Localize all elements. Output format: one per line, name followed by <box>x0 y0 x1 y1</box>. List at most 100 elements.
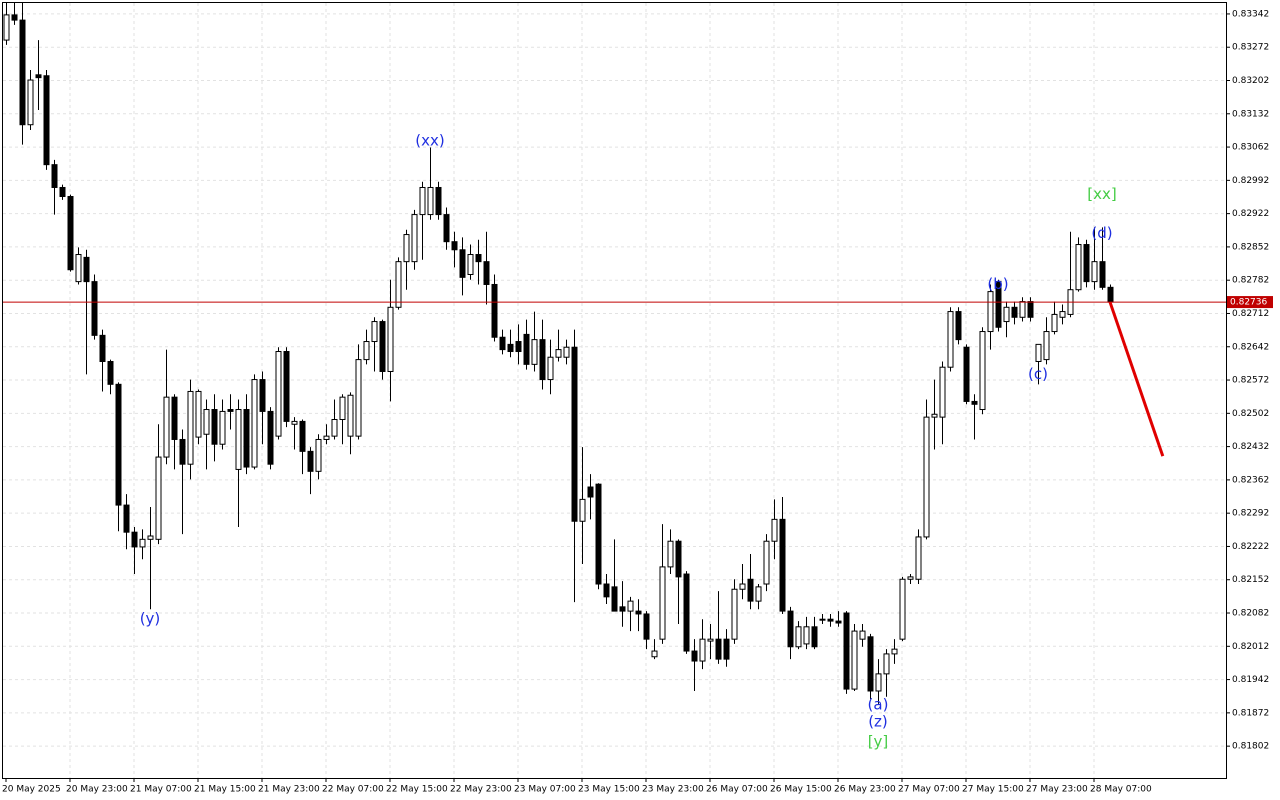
candle-body <box>147 535 154 540</box>
candle-body <box>755 586 762 602</box>
candle-body <box>1003 306 1010 323</box>
candle-body <box>427 186 434 216</box>
y-tick-label: 0.81802 <box>1232 742 1269 752</box>
candle-body <box>779 518 786 612</box>
y-tick-label: 0.82992 <box>1232 176 1269 186</box>
y-tick-label: 0.83132 <box>1232 109 1269 119</box>
candle-body <box>987 291 994 333</box>
candle-body <box>347 394 354 437</box>
y-tick-label: 0.82712 <box>1232 309 1269 319</box>
y-tick-label: 0.81872 <box>1232 708 1269 718</box>
candle-body <box>443 214 450 243</box>
candle-body <box>595 483 602 585</box>
candle-body <box>571 346 578 522</box>
candle-body <box>299 420 306 452</box>
candle-body <box>611 586 618 612</box>
candle-body <box>803 626 810 645</box>
candle-body <box>1107 286 1114 303</box>
candle-body <box>539 339 546 381</box>
wave-label: [xx] <box>1087 185 1116 203</box>
x-tick-label: 20 May 23:00 <box>66 785 128 795</box>
y-tick-label: 0.83272 <box>1232 43 1269 53</box>
y-tick-label: 0.82782 <box>1232 276 1269 286</box>
candle-body <box>619 606 626 612</box>
candle-body <box>323 435 330 440</box>
candle-body <box>467 254 474 275</box>
candle-body <box>459 249 466 278</box>
candle-body <box>867 636 874 692</box>
candle-body <box>819 618 826 621</box>
y-tick-label: 0.82222 <box>1232 542 1269 552</box>
candle-body <box>995 281 1002 328</box>
candle-body <box>723 638 730 660</box>
candle-body <box>1043 331 1050 361</box>
candle-body <box>507 343 514 353</box>
candle-body <box>371 321 378 343</box>
candle-body <box>163 396 170 458</box>
candle-body <box>11 14 18 21</box>
wave-label: (d) <box>1091 224 1112 242</box>
candle-body <box>683 573 690 652</box>
candle-body <box>939 366 946 418</box>
candle-body <box>1075 244 1082 291</box>
y-tick-label: 0.82082 <box>1232 609 1269 619</box>
x-tick-label: 26 May 07:00 <box>706 785 768 795</box>
candle-body <box>75 254 82 283</box>
candle-body <box>491 283 498 338</box>
y-tick-label: 0.83202 <box>1232 76 1269 86</box>
candle-body <box>291 420 298 425</box>
y-tick-label: 0.82012 <box>1232 642 1269 652</box>
candle-body <box>763 540 770 585</box>
candle-body <box>363 341 370 361</box>
candle-body <box>675 540 682 578</box>
candle-body <box>891 648 898 655</box>
candle-body <box>451 241 458 251</box>
candle-body <box>1035 343 1042 362</box>
wave-label: [y] <box>868 732 889 750</box>
x-tick-label: 21 May 07:00 <box>130 785 192 795</box>
candle-body <box>643 613 650 640</box>
candle-body <box>499 336 506 351</box>
candle-body <box>1051 313 1058 333</box>
candle-body <box>419 186 426 216</box>
y-tick-label: 0.81942 <box>1232 675 1269 685</box>
candle-body <box>1083 244 1090 283</box>
candle-body <box>475 254 482 263</box>
candle-body <box>3 14 10 41</box>
candle-body <box>139 538 146 548</box>
y-tick-label: 0.83342 <box>1232 9 1269 19</box>
y-tick-label: 0.82922 <box>1232 209 1269 219</box>
candle-body <box>19 19 26 126</box>
x-tick-label: 23 May 07:00 <box>514 785 576 795</box>
y-tick-label: 0.83062 <box>1232 143 1269 153</box>
candle-body <box>603 583 610 598</box>
candle-body <box>267 410 274 465</box>
x-tick-label: 21 May 15:00 <box>194 785 256 795</box>
x-tick-label: 27 May 15:00 <box>962 785 1024 795</box>
candle-body <box>651 650 658 658</box>
candle-body <box>195 390 202 438</box>
candle-body <box>667 540 674 568</box>
candle-body <box>635 610 642 615</box>
x-tick-label: 22 May 23:00 <box>450 785 512 795</box>
x-tick-label: 26 May 15:00 <box>770 785 832 795</box>
candle-body <box>1011 306 1018 318</box>
candle-body <box>859 630 866 640</box>
candle-body <box>1099 261 1106 288</box>
candle-body <box>923 416 930 538</box>
x-tick-label: 26 May 23:00 <box>834 785 896 795</box>
x-tick-label: 23 May 15:00 <box>578 785 640 795</box>
candle-body <box>971 400 978 405</box>
candle-body <box>731 588 738 640</box>
candle-body <box>355 359 362 437</box>
candle-body <box>339 396 346 421</box>
y-tick-label: 0.82432 <box>1232 442 1269 452</box>
y-tick-label: 0.82572 <box>1232 376 1269 386</box>
candle-body <box>67 196 74 271</box>
candle-body <box>955 311 962 341</box>
candle-body <box>787 610 794 648</box>
x-tick-label: 27 May 07:00 <box>898 785 960 795</box>
candle-body <box>1091 261 1098 283</box>
